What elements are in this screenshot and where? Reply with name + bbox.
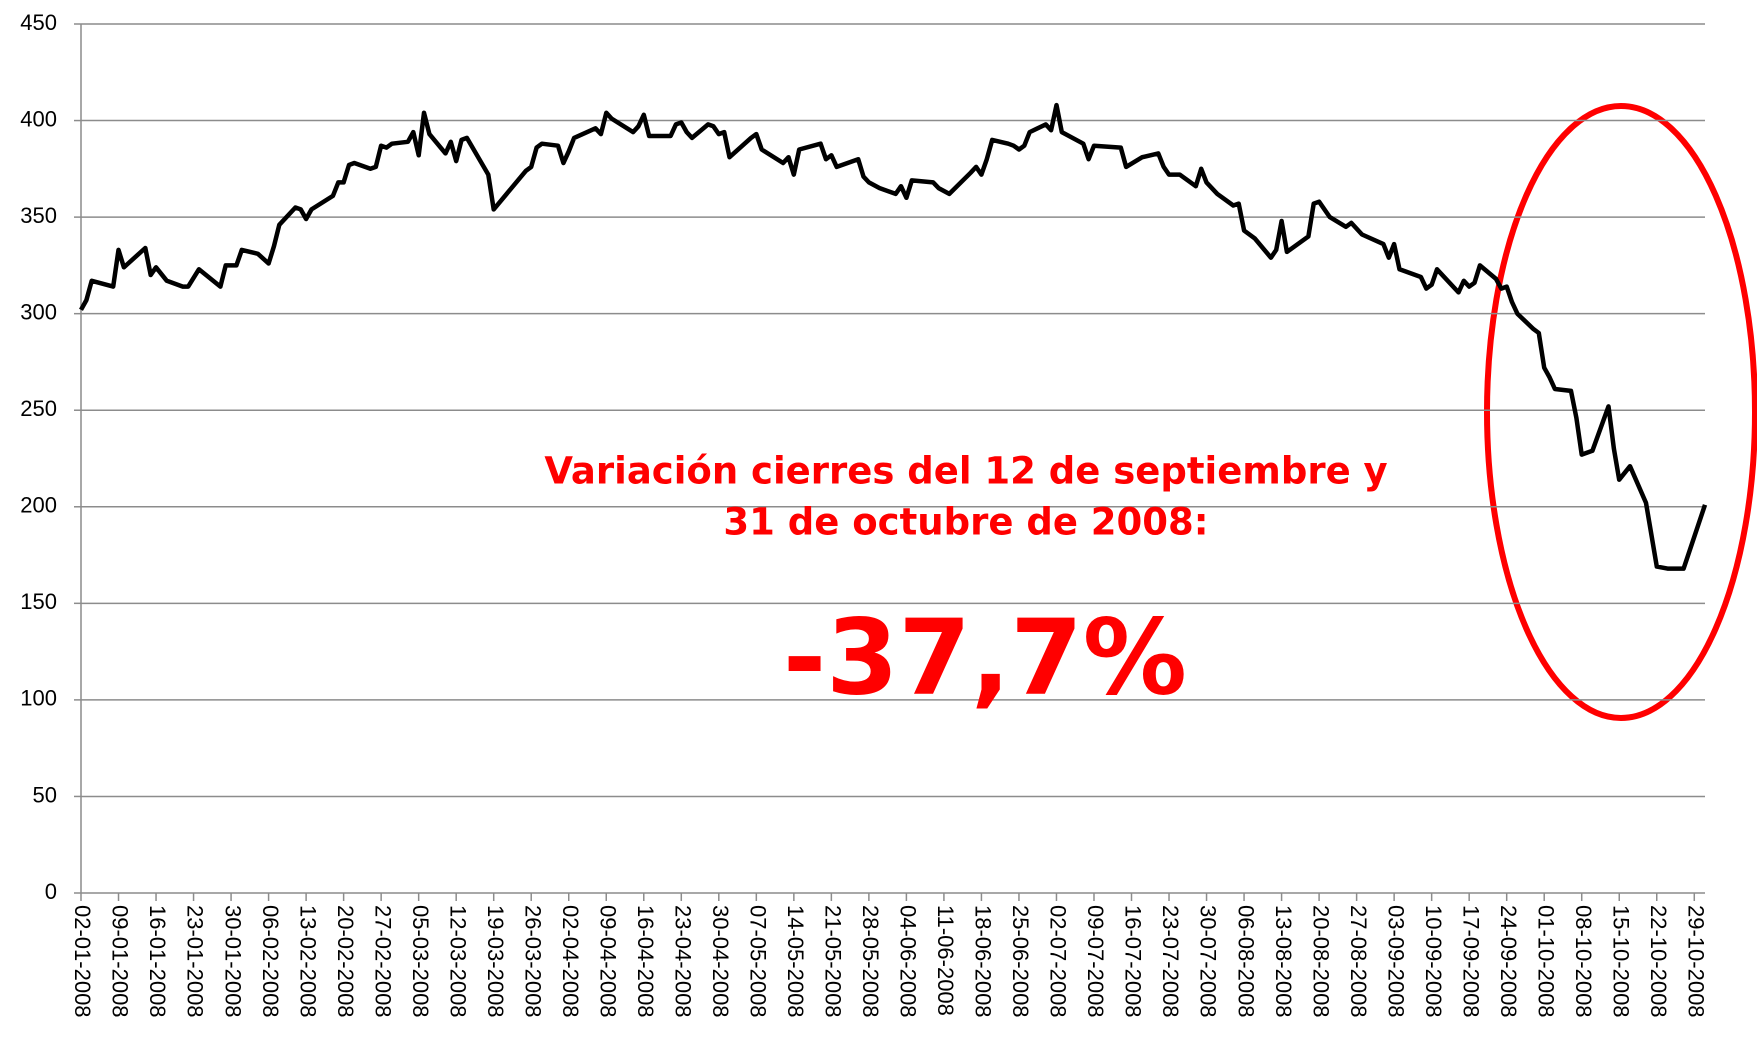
x-tick-label: 06-02-2008 [258, 905, 283, 1018]
line-series [79, 102, 1708, 571]
x-tick-label: 18-06-2008 [971, 905, 996, 1018]
x-tick-label: 01-10-2008 [1533, 905, 1558, 1018]
y-tick-label: 50 [33, 782, 57, 807]
x-tick-label: 30-07-2008 [1196, 905, 1221, 1018]
x-tick-label: 11-06-2008 [933, 905, 958, 1016]
x-tick-label: 20-08-2008 [1308, 905, 1333, 1018]
x-tick-label: 02-04-2008 [558, 905, 583, 1018]
x-tick-label: 04-06-2008 [896, 905, 921, 1018]
x-tick-label: 06-08-2008 [1233, 905, 1258, 1018]
x-tick-label: 09-01-2008 [108, 905, 133, 1018]
y-tick-label: 0 [45, 879, 57, 904]
x-tick-label: 26-03-2008 [520, 905, 545, 1018]
x-tick-label: 03-09-2008 [1383, 905, 1408, 1018]
x-tick-label: 08-10-2008 [1571, 905, 1596, 1018]
x-tick-label: 23-07-2008 [1158, 905, 1183, 1018]
annotation: 31 de octubre de 2008: [723, 501, 1208, 544]
y-tick-label: 250 [20, 396, 57, 421]
annotation-highlight: -37,7% [783, 596, 1187, 718]
x-tick-label: 09-04-2008 [595, 905, 620, 1018]
x-tick-label: 02-01-2008 [70, 905, 95, 1018]
x-tick-label: 15-10-2008 [1608, 905, 1633, 1018]
x-tick-label: 07-05-2008 [746, 905, 771, 1018]
x-tick-label: 24-09-2008 [1496, 905, 1521, 1018]
x-tick-label: 05-03-2008 [408, 905, 433, 1018]
x-tick-label: 29-10-2008 [1683, 905, 1708, 1018]
x-tick-label: 27-02-2008 [370, 905, 395, 1018]
x-tick-label: 21-05-2008 [821, 905, 846, 1018]
y-tick-label: 150 [20, 589, 57, 614]
x-tick-label: 12-03-2008 [445, 905, 470, 1018]
x-tick-label: 28-05-2008 [858, 905, 883, 1018]
x-tick-label: 23-04-2008 [670, 905, 695, 1018]
x-tick-label: 20-02-2008 [333, 905, 358, 1018]
y-tick-label: 350 [20, 203, 57, 228]
x-tick-label: 19-03-2008 [483, 905, 508, 1018]
x-tick-label: 16-01-2008 [145, 905, 170, 1018]
x-tick-label: 13-02-2008 [295, 905, 320, 1018]
x-tick-label: 25-06-2008 [1008, 905, 1033, 1018]
x-tick-label: 17-09-2008 [1458, 905, 1483, 1018]
x-tick-label: 22-10-2008 [1646, 905, 1671, 1018]
y-tick-label: 300 [20, 299, 57, 324]
x-tick-label: 16-04-2008 [633, 905, 658, 1018]
x-tick-label: 09-07-2008 [1083, 905, 1108, 1018]
x-tick-label: 13-08-2008 [1271, 905, 1296, 1018]
x-tick-label: 14-05-2008 [783, 905, 808, 1018]
annotation: Variación cierres del 12 de septiembre y [544, 450, 1387, 493]
y-tick-label: 400 [20, 106, 57, 131]
x-tick-label: 10-09-2008 [1421, 905, 1446, 1018]
y-tick-label: 100 [20, 686, 57, 711]
x-tick-label: 23-01-2008 [183, 905, 208, 1018]
y-tick-label: 450 [20, 10, 57, 35]
x-tick-label: 02-07-2008 [1046, 905, 1071, 1018]
x-tick-label: 16-07-2008 [1121, 905, 1146, 1018]
x-tick-label: 30-04-2008 [708, 905, 733, 1018]
x-tick-label: 30-01-2008 [220, 905, 245, 1018]
x-tick-label: 27-08-2008 [1346, 905, 1371, 1018]
y-tick-label: 200 [20, 493, 57, 518]
highlight-ellipse [1484, 103, 1757, 721]
